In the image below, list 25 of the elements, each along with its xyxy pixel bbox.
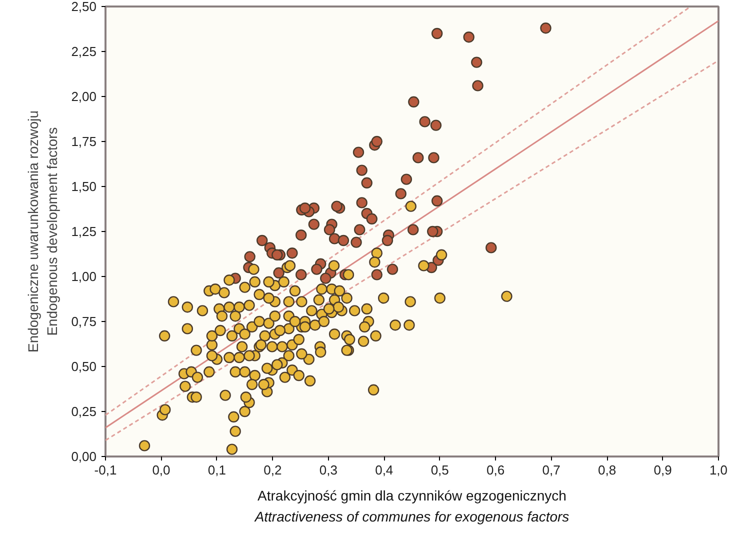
- x-tick-label: 0,9: [654, 462, 672, 478]
- y-tick-label: 2,25: [71, 44, 97, 59]
- x-tick-label: -0,1: [94, 462, 117, 478]
- y-tick-label: 1,75: [71, 134, 97, 149]
- x-tick-label: 0,1: [208, 462, 226, 478]
- y-tick-label: 1,25: [71, 224, 97, 239]
- x-axis-title: Atrakcyjność gmin dla czynników egzogenicznych Attractiveness of communes for exogenous factors: [254, 488, 570, 524]
- y-axis-title: Endogeniczne uwarunkowania rozwoju Endogenous development factors: [25, 110, 60, 353]
- y-tick-label: 2,50: [71, 0, 97, 14]
- x-tick-label: 0,4: [375, 462, 394, 478]
- y-tick-label: 0,25: [71, 404, 97, 419]
- y-tick-label: 2,00: [71, 89, 97, 104]
- x-tick-label: 0,8: [598, 462, 616, 478]
- x-tick-label: 0,0: [152, 462, 170, 478]
- x-tick-label: 0,5: [430, 462, 449, 478]
- x-tick-label: 0,7: [542, 462, 560, 478]
- y-tick-label: 1,00: [71, 269, 97, 284]
- y-tick-label: 0,00: [71, 449, 97, 464]
- y-tick-label: 0,75: [71, 314, 97, 329]
- y-tick-label: 1,50: [71, 179, 97, 194]
- x-tick-label: 0,3: [319, 462, 338, 478]
- x-tick-label: 0,6: [486, 462, 505, 478]
- x-tick-label: 0,2: [264, 462, 282, 478]
- y-tick-label: 0,50: [71, 359, 97, 374]
- x-tick-label: 1,0: [709, 462, 728, 478]
